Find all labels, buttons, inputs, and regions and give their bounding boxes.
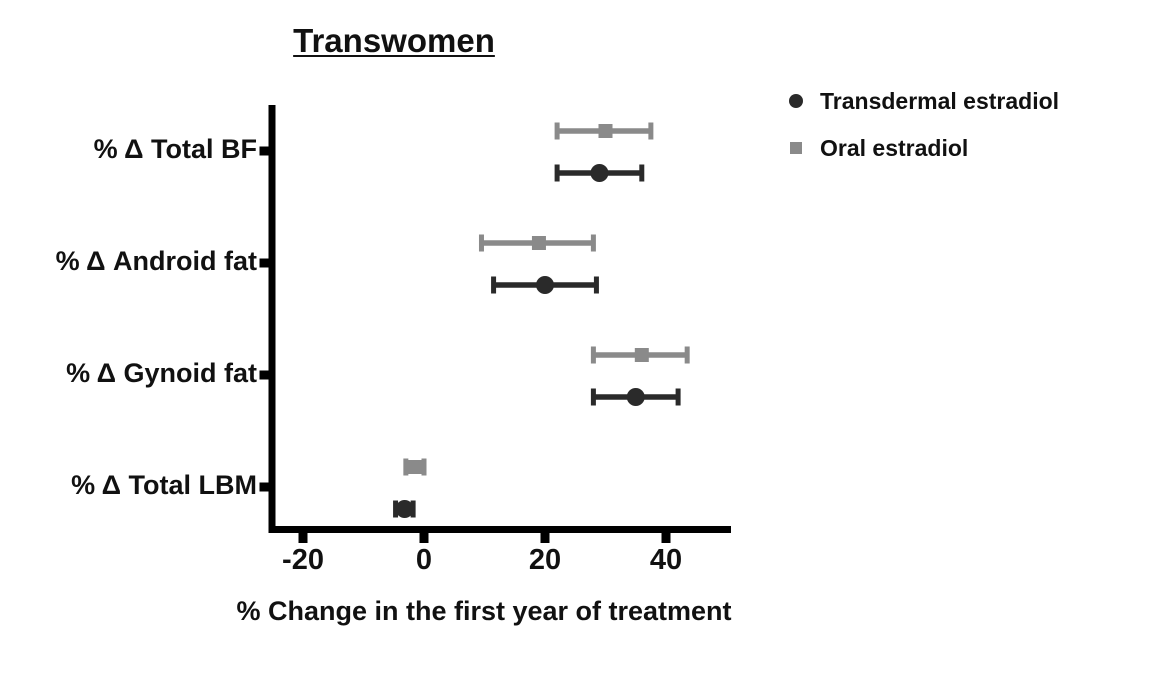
circle-marker-icon [789, 94, 803, 108]
data-point-square [634, 348, 649, 362]
legend-label-oral: Oral estradiol [820, 134, 969, 161]
category-label: % Δ Total LBM [71, 470, 257, 500]
data-point-square [407, 460, 422, 474]
data-point-square [531, 236, 546, 250]
data-point-circle [626, 388, 645, 406]
category-label: % Δ Total BF [93, 134, 257, 164]
category-label: % Δ Gynoid fat [66, 358, 257, 388]
data-point-circle [536, 276, 554, 294]
x-tick-label: 20 [528, 544, 562, 576]
x-tick-label: 0 [415, 544, 433, 576]
data-point-circle [590, 164, 609, 182]
legend-marker-box [782, 142, 810, 154]
legend: Transdermal estradiol Oral estradiol [782, 88, 1059, 182]
data-point-circle [395, 500, 414, 518]
legend-marker-box [782, 94, 810, 108]
chart-title: Transwomen [293, 22, 495, 59]
data-point-square [598, 124, 613, 138]
square-marker-icon [790, 142, 802, 154]
x-axis-label: % Change in the first year of treatment [236, 596, 732, 626]
x-tick-label: -20 [282, 544, 324, 576]
category-label: % Δ Android fat [55, 246, 257, 276]
legend-item-transdermal-estradiol: Transdermal estradiol [782, 88, 1059, 114]
x-tick-label: 40 [649, 544, 683, 576]
legend-item-oral-estradiol: Oral estradiol [782, 135, 1059, 161]
legend-label-transdermal: Transdermal estradiol [820, 87, 1060, 114]
